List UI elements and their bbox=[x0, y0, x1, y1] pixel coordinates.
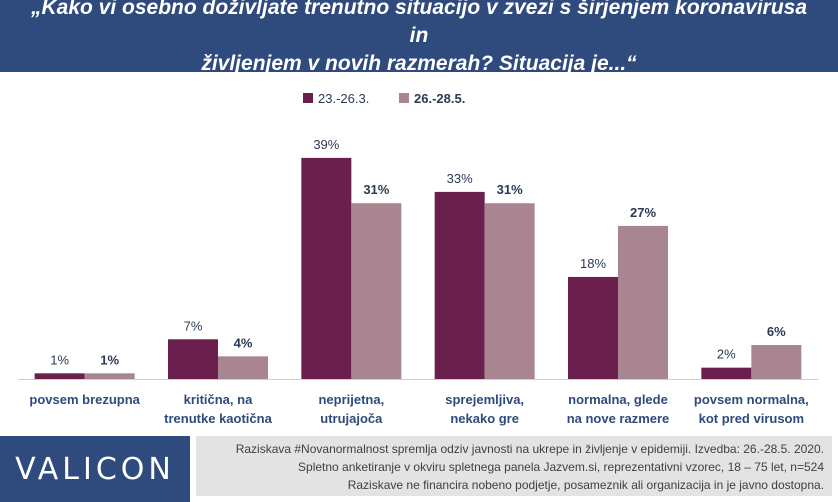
bar-s1-c6 bbox=[701, 367, 752, 379]
category-label-3-line-1: neprijetna, bbox=[318, 392, 384, 407]
data-label-s1-c4: 33% bbox=[447, 171, 473, 186]
data-label-s1-c2: 7% bbox=[184, 318, 203, 333]
bar-s2-c4 bbox=[484, 203, 535, 379]
bar-s1-c1 bbox=[34, 373, 85, 379]
logo-text: VALICON bbox=[15, 451, 175, 487]
bar-s1-c3 bbox=[301, 157, 352, 379]
bar-s2-c3 bbox=[351, 203, 402, 379]
category-label-4-line-1: sprejemljiva, bbox=[445, 392, 524, 407]
data-label-s2-c3: 31% bbox=[363, 182, 389, 197]
category-label-5-line-2: na nove razmere bbox=[567, 411, 670, 426]
bar-s1-c4 bbox=[434, 191, 485, 379]
category-label-3-line-2: utrujajoča bbox=[320, 411, 383, 426]
data-label-s2-c4: 31% bbox=[497, 182, 523, 197]
category-label-6-line-1: povsem normalna, bbox=[694, 392, 809, 407]
footer-note-line-3: Raziskave ne financira nobeno podjetje, … bbox=[347, 478, 824, 492]
legend-swatch-2 bbox=[399, 93, 409, 103]
bar-s1-c5 bbox=[568, 276, 618, 379]
data-label-s1-c6: 2% bbox=[717, 347, 736, 362]
title-line-1: „Kako vi osebno doživljate trenutno situ… bbox=[30, 0, 808, 47]
title-line-2: življenjem v novih razmerah? Situacija j… bbox=[201, 52, 637, 75]
bar-s2-c5 bbox=[618, 225, 668, 379]
chart-title: „Kako vi osebno doživljate trenutno situ… bbox=[19, 0, 819, 78]
category-label-2-line-2: trenutke kaotična bbox=[164, 411, 272, 426]
category-label-5-line-1: normalna, glede bbox=[568, 392, 668, 407]
legend-swatch-1 bbox=[303, 93, 313, 103]
data-label-s1-c1: 1% bbox=[50, 352, 69, 367]
data-label-s2-c5: 27% bbox=[630, 205, 656, 220]
bar-chart: 23.-26.3. 26.-28.5. 1% 1% povsem brezupna 7% 4… bbox=[18, 91, 818, 426]
footer-note-line-1: Raziskava #Novanormalnost spremlja odziv… bbox=[235, 442, 824, 456]
category-label-1-line-1: povsem brezupna bbox=[29, 392, 140, 407]
title-bar: „Kako vi osebno doživljate trenutno situ… bbox=[0, 0, 838, 75]
category-label-6-line-2: kot pred virusom bbox=[699, 411, 804, 426]
bar-s2-c1 bbox=[84, 373, 135, 379]
data-label-s1-c3: 39% bbox=[313, 137, 339, 152]
data-label-s2-c2: 4% bbox=[234, 335, 253, 350]
bar-s1-c2 bbox=[168, 339, 218, 379]
footer-note: Raziskava #Novanormalnost spremlja odziv… bbox=[196, 436, 832, 496]
data-label-s2-c6: 6% bbox=[767, 324, 786, 339]
data-label-s1-c5: 18% bbox=[580, 256, 606, 271]
category-label-2-line-1: kritična, na bbox=[184, 392, 253, 407]
footer-note-line-2: Spletno anketiranje v okviru spletnega p… bbox=[298, 460, 824, 474]
category-label-4-line-2: nekako gre bbox=[450, 411, 519, 426]
legend-label-1: 23.-26.3. bbox=[318, 91, 369, 106]
bar-s2-c6 bbox=[751, 344, 802, 379]
bar-s2-c2 bbox=[218, 356, 268, 379]
data-label-s2-c1: 1% bbox=[100, 352, 119, 367]
valicon-logo: VALICON bbox=[0, 436, 190, 502]
legend-label-2: 26.-28.5. bbox=[414, 91, 465, 106]
